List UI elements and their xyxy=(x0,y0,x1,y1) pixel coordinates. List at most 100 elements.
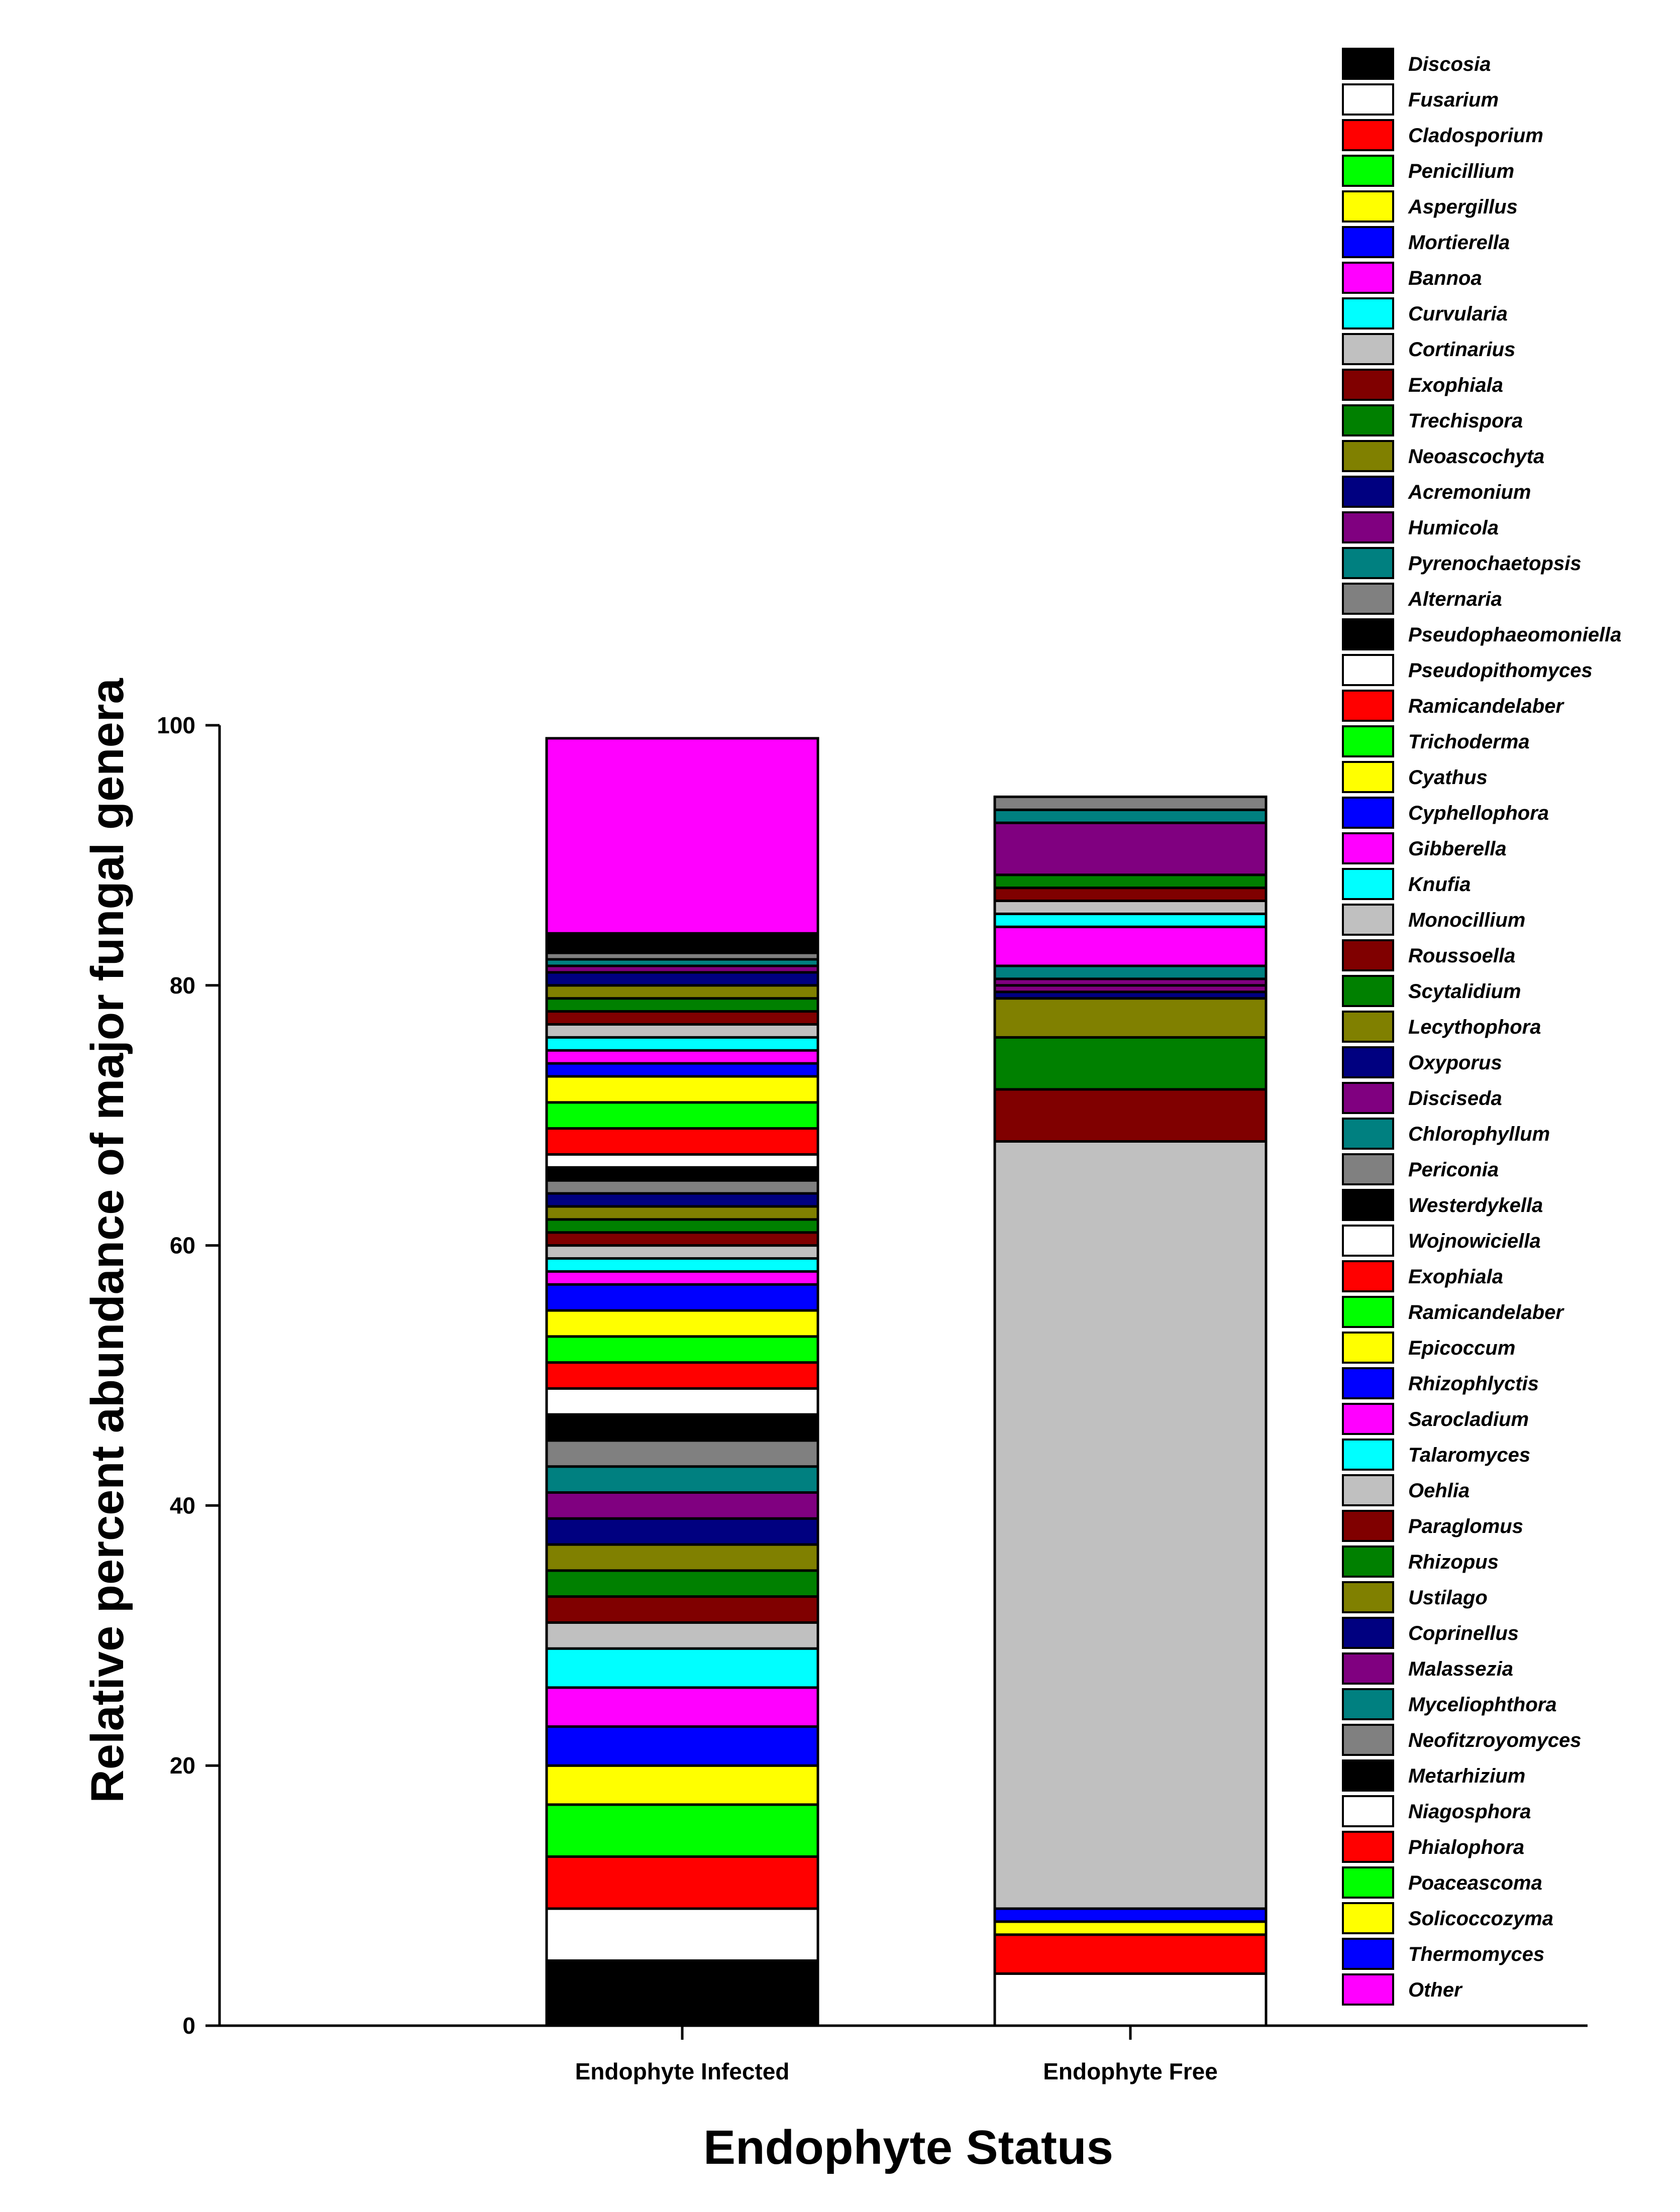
legend-label-pyrenochaetopsis-14: Pyrenochaetopsis xyxy=(1408,552,1582,575)
legend-swatch-discosia-0 xyxy=(1342,48,1394,80)
bar-segment-endophyte-infected-rhizopus-42 xyxy=(545,997,819,1013)
legend-label-exophiala-34: Exophiala xyxy=(1408,1266,1503,1288)
legend-swatch-cyathus-20 xyxy=(1342,761,1394,793)
bar-segment-endophyte-free-oehlia-40 xyxy=(993,900,1268,915)
legend-swatch-poaceascoma-51 xyxy=(1342,1866,1394,1899)
legend-swatch-exophiala-34 xyxy=(1342,1260,1394,1292)
legend-swatch-roussoella-25 xyxy=(1342,939,1394,971)
bar-segment-endophyte-infected-gibberella-22 xyxy=(545,1270,819,1286)
legend-label-chlorophyllum-30: Chlorophyllum xyxy=(1408,1123,1550,1145)
legend: Discosia Fusarium Cladosporium Penicillium A… xyxy=(1342,48,1622,2006)
legend-swatch-rhizophlyctis-37 xyxy=(1342,1367,1394,1399)
legend-swatch-pseudopithomyces-17 xyxy=(1342,654,1394,686)
legend-label-myceliophthora-46: Myceliophthora xyxy=(1408,1694,1557,1716)
legend-swatch-talaromyces-39 xyxy=(1342,1439,1394,1471)
legend-label-trichoderma-19: Trichoderma xyxy=(1408,731,1530,753)
bar-segment-endophyte-infected-exophiala-9 xyxy=(545,1595,819,1624)
x-tick-label-endophyte-infected: Endophyte Infected xyxy=(575,2058,790,2084)
legend-swatch-ustilago-43 xyxy=(1342,1581,1394,1613)
legend-swatch-malassezia-45 xyxy=(1342,1652,1394,1685)
legend-label-neoascochyta-11: Neoascochyta xyxy=(1408,446,1544,468)
bar-segment-endophyte-infected-trechispora-10 xyxy=(545,1569,819,1598)
legend-label-cyathus-20: Cyathus xyxy=(1408,766,1488,789)
bar-segment-endophyte-free-mortierella-5 xyxy=(993,1907,1268,1923)
legend-label-acremonium-12: Acremonium xyxy=(1408,481,1531,503)
bar-segment-endophyte-free-chlorophyllum-30 xyxy=(993,964,1268,980)
legend-swatch-fusarium-1 xyxy=(1342,83,1394,116)
legend-swatch-cladosporium-2 xyxy=(1342,119,1394,151)
legend-swatch-alternaria-15 xyxy=(1342,583,1394,615)
legend-swatch-acremonium-12 xyxy=(1342,476,1394,508)
y-tick-label-40: 40 xyxy=(170,1492,195,1518)
legend-swatch-wojnowiciella-33 xyxy=(1342,1225,1394,1257)
legend-label-trechispora-10: Trechispora xyxy=(1408,410,1523,432)
bar-segment-endophyte-free-neofitzroyomyces-47 xyxy=(993,795,1268,811)
bar-segment-endophyte-infected-ustilago-43 xyxy=(545,984,819,1000)
legend-label-rhizophlyctis-37: Rhizophlyctis xyxy=(1408,1373,1539,1395)
legend-swatch-trichoderma-19 xyxy=(1342,725,1394,757)
bar-segment-endophyte-infected-alternaria-15 xyxy=(545,1439,819,1468)
bar-segment-endophyte-infected-coprinellus-44 xyxy=(545,971,819,987)
legend-swatch-epicoccum-36 xyxy=(1342,1332,1394,1364)
legend-label-roussoella-25: Roussoella xyxy=(1408,945,1515,967)
legend-swatch-neofitzroyomyces-47 xyxy=(1342,1724,1394,1756)
legend-swatch-trechispora-10 xyxy=(1342,404,1394,436)
bar-segment-endophyte-infected-ramicandelaber-18 xyxy=(545,1361,819,1390)
bar-segment-endophyte-infected-lecythophora-27 xyxy=(545,1205,819,1221)
bar-segment-endophyte-free-myceliophthora-46 xyxy=(993,808,1268,824)
bar-segment-endophyte-free-trechispora-10 xyxy=(993,1036,1268,1091)
legend-label-westerdykella-32: Westerdykella xyxy=(1408,1194,1543,1216)
legend-label-epicoccum-36: Epicoccum xyxy=(1408,1337,1515,1359)
x-tick-label-endophyte-free: Endophyte Free xyxy=(1043,2058,1218,2084)
legend-label-oehlia-40: Oehlia xyxy=(1408,1480,1469,1502)
legend-swatch-westerdykella-32 xyxy=(1342,1189,1394,1221)
bar-segment-endophyte-infected-metarhizium-48 xyxy=(545,932,819,954)
legend-label-poaceascoma-51: Poaceascoma xyxy=(1408,1872,1542,1894)
legend-swatch-disciseda-29 xyxy=(1342,1082,1394,1114)
legend-swatch-metarhizium-48 xyxy=(1342,1759,1394,1792)
legend-label-neofitzroyomyces-47: Neofitzroyomyces xyxy=(1408,1729,1582,1751)
bar-segment-endophyte-infected-aspergillus-4 xyxy=(545,1764,819,1806)
legend-swatch-ramicandelaber-35 xyxy=(1342,1296,1394,1328)
legend-swatch-solicoccozyma-52 xyxy=(1342,1902,1394,1934)
bar-segment-endophyte-free-fusarium-1 xyxy=(993,1972,1268,2027)
bar-segment-endophyte-free-cladosporium-2 xyxy=(993,1933,1268,1975)
bar-segment-endophyte-infected-cyathus-20 xyxy=(545,1309,819,1338)
y-tick-label-100: 100 xyxy=(157,712,195,738)
legend-swatch-pyrenochaetopsis-14 xyxy=(1342,547,1394,579)
bar-segment-endophyte-infected-periconia-31 xyxy=(545,1179,819,1195)
legend-label-niagosphora-49: Niagosphora xyxy=(1408,1801,1531,1823)
bar-segment-endophyte-free-talaromyces-39 xyxy=(993,912,1268,928)
legend-swatch-paraglomus-41 xyxy=(1342,1510,1394,1542)
bar-segment-endophyte-infected-ramicandelaber-35 xyxy=(545,1101,819,1130)
legend-label-bannoa-6: Bannoa xyxy=(1408,267,1482,289)
legend-swatch-myceliophthora-46 xyxy=(1342,1688,1394,1720)
bar-segment-endophyte-infected-fusarium-1 xyxy=(545,1907,819,1962)
legend-swatch-chlorophyllum-30 xyxy=(1342,1118,1394,1150)
bar-segment-endophyte-infected-cladosporium-2 xyxy=(545,1855,819,1910)
legend-swatch-curvularia-7 xyxy=(1342,297,1394,329)
legend-label-alternaria-15: Alternaria xyxy=(1408,588,1502,610)
x-axis-title: Endophyte Status xyxy=(703,2121,1113,2174)
bar-segment-endophyte-infected-rhizophlyctis-37 xyxy=(545,1062,819,1078)
bar-segment-endophyte-infected-penicillium-3 xyxy=(545,1803,819,1858)
bar-segment-endophyte-infected-exophiala-34 xyxy=(545,1127,819,1156)
legend-swatch-oxyporus-28 xyxy=(1342,1046,1394,1078)
bar-segment-endophyte-infected-pyrenochaetopsis-14 xyxy=(545,1465,819,1494)
legend-label-curvularia-7: Curvularia xyxy=(1408,303,1508,325)
legend-swatch-lecythophora-27 xyxy=(1342,1011,1394,1043)
bar-segment-endophyte-infected-knufia-23 xyxy=(545,1257,819,1273)
legend-label-exophiala-9: Exophiala xyxy=(1408,374,1503,396)
legend-label-monocillium-24: Monocillium xyxy=(1408,909,1525,931)
legend-swatch-ramicandelaber-18 xyxy=(1342,690,1394,722)
legend-swatch-niagosphora-49 xyxy=(1342,1795,1394,1827)
legend-swatch-exophiala-9 xyxy=(1342,369,1394,401)
y-tick-label-20: 20 xyxy=(170,1752,195,1779)
legend-label-humicola-13: Humicola xyxy=(1408,517,1499,539)
bar-segment-endophyte-infected-bannoa-6 xyxy=(545,1686,819,1728)
legend-swatch-aspergillus-4 xyxy=(1342,190,1394,223)
y-axis-title: Relative percent abundance of major fung… xyxy=(82,678,133,1803)
bar-segment-endophyte-infected-cyphellophora-21 xyxy=(545,1283,819,1312)
legend-swatch-neoascochyta-11 xyxy=(1342,440,1394,472)
